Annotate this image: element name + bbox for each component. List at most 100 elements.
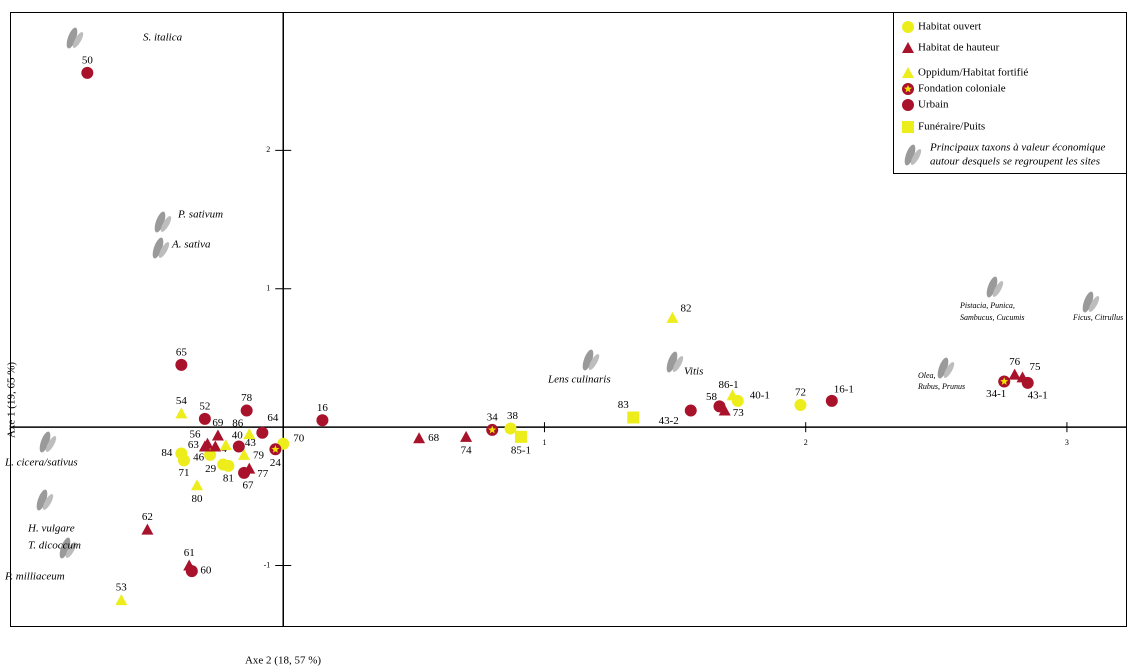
y-tick-label: -1 — [264, 560, 271, 569]
x-axis-label: Axe 2 (18, 57 %) — [245, 655, 321, 667]
point-label: 74 — [461, 444, 473, 456]
point-label: 78 — [241, 392, 253, 404]
taxon-icon — [154, 211, 166, 233]
point-label: 84 — [161, 447, 173, 459]
taxon-label: T. dicoccum — [28, 540, 81, 552]
x-tick-label: 3 — [1065, 438, 1069, 447]
point-label: 16-1 — [834, 383, 854, 395]
taxon-label: L. cicera/sativus — [4, 457, 78, 469]
legend-marker — [902, 83, 914, 95]
point-label: 67 — [243, 479, 255, 491]
taxon-icon — [986, 276, 998, 298]
point-label: 29 — [205, 463, 217, 475]
taxon-icon — [582, 349, 594, 371]
y-tick-label: 2 — [266, 145, 270, 154]
point — [141, 523, 154, 535]
taxon-label: H. vulgare — [27, 523, 75, 535]
legend-marker — [902, 121, 914, 133]
taxon-icon — [943, 362, 955, 378]
point — [211, 429, 224, 441]
point-label: 43-1 — [1028, 389, 1048, 401]
point — [486, 423, 499, 436]
point-label: 80 — [192, 493, 204, 505]
legend-label: Urbain — [918, 99, 949, 111]
legend-label: Habitat de hauteur — [918, 42, 1000, 54]
point-label: 24 — [270, 457, 282, 469]
point-label: 40 — [232, 430, 244, 442]
point-label: 50 — [82, 54, 94, 66]
point — [316, 414, 329, 427]
taxon-label: S. italica — [143, 32, 183, 44]
point — [460, 430, 473, 442]
taxon-icon — [65, 542, 77, 558]
point — [238, 448, 251, 460]
taxon-icon — [66, 27, 78, 49]
taxon-icon — [45, 436, 57, 452]
point-label: 38 — [507, 410, 519, 422]
point-star — [1000, 377, 1009, 385]
point-label: 16 — [317, 402, 329, 414]
point — [269, 443, 282, 456]
point-label: 40-1 — [750, 389, 770, 401]
point — [177, 454, 190, 467]
point — [185, 565, 198, 578]
taxon-icon — [158, 242, 170, 258]
legend-label: Habitat ouvert — [918, 21, 981, 33]
taxon-icon — [152, 237, 164, 259]
point-label: 69 — [212, 417, 224, 429]
taxon-icon — [72, 32, 84, 48]
point-label: 58 — [706, 391, 718, 403]
legend-label: Funéraire/Puits — [918, 121, 985, 133]
point-label: 83 — [618, 399, 630, 411]
point — [191, 479, 204, 491]
point — [209, 440, 222, 452]
taxon-label: Pistacia, Punica, — [959, 301, 1015, 310]
taxon-icon — [992, 281, 1004, 297]
point — [627, 411, 640, 424]
taxon-icon — [36, 489, 48, 511]
y-tick-label: 1 — [266, 284, 270, 293]
taxon-label: Ficus, Citrullus — [1072, 313, 1123, 322]
taxon-icon — [39, 431, 51, 453]
legend-taxa-label: Principaux taxons à valeur économique — [929, 142, 1105, 154]
point-label: 62 — [142, 511, 153, 523]
point-label: 86 — [232, 418, 244, 430]
taxon-icon — [588, 354, 600, 370]
taxon-icon — [666, 351, 678, 373]
point — [238, 466, 251, 479]
point-label: 52 — [199, 400, 210, 412]
taxon-icon — [1088, 296, 1100, 312]
point — [175, 358, 188, 371]
point-label: 54 — [176, 395, 188, 407]
legend-marker — [902, 67, 914, 78]
x-tick-label: 1 — [542, 438, 546, 447]
point — [219, 439, 232, 451]
point — [718, 404, 731, 416]
point — [713, 400, 726, 413]
point — [240, 404, 253, 417]
legend-marker — [902, 99, 914, 111]
point — [794, 399, 807, 412]
taxon-label: Lens culinaris — [547, 374, 611, 386]
taxon-label: A. sativa — [171, 239, 211, 251]
point-label: 77 — [257, 468, 269, 480]
point — [232, 440, 245, 453]
point-label: 70 — [293, 432, 305, 444]
point — [198, 440, 211, 452]
point — [81, 66, 94, 79]
point — [684, 404, 697, 417]
point-label: 75 — [1030, 361, 1042, 373]
point-label: 43-2 — [659, 415, 679, 427]
point-star — [904, 84, 912, 93]
point — [514, 430, 527, 443]
legend-marker — [902, 42, 914, 53]
point — [175, 407, 188, 419]
point — [666, 311, 679, 323]
point-label: 68 — [428, 432, 440, 444]
taxon-label: P. milliaceum — [4, 571, 65, 583]
taxon-icon — [1082, 291, 1094, 313]
point-label: 86-1 — [718, 379, 738, 391]
point-label: 64 — [267, 412, 279, 424]
legend-label: Oppidum/Habitat fortifié — [918, 67, 1028, 79]
